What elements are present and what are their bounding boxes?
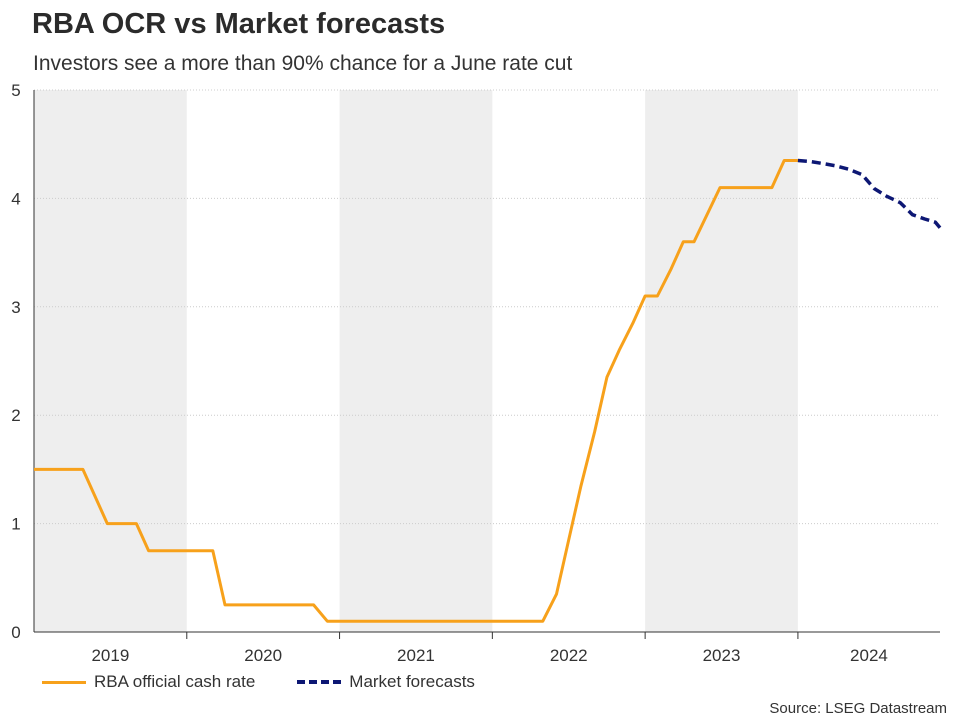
legend: RBA official cash rate Market forecasts [42,672,517,692]
year-shading [34,90,798,632]
x-tick-label-2021: 2021 [397,646,435,665]
shade-2019 [34,90,187,632]
shade-2021 [339,90,493,632]
y-tick-label-4: 4 [11,189,20,208]
chart-title: RBA OCR vs Market forecasts [32,8,446,40]
legend-item-forecast: Market forecasts [297,672,475,692]
x-tick-label-2024: 2024 [850,646,888,665]
shade-2023 [645,90,798,632]
x-tick-labels: 2019 2020 2021 2022 2023 2024 [91,646,887,665]
y-tick-label-3: 3 [11,298,20,317]
chart-subtitle: Investors see a more than 90% chance for… [33,52,573,75]
x-tick-label-2020: 2020 [244,646,282,665]
legend-swatch-forecast [297,680,342,684]
legend-swatch-actual [42,680,86,684]
x-tick-label-2022: 2022 [550,646,588,665]
y-tick-label-0: 0 [11,623,20,642]
legend-label-actual: RBA official cash rate [94,672,256,691]
axes [33,90,940,639]
y-tick-label-1: 1 [11,515,20,534]
x-tick-label-2019: 2019 [91,646,129,665]
legend-item-actual: RBA official cash rate [42,672,255,692]
y-tick-label-5: 5 [11,81,20,100]
series-line-market-forecasts [797,158,942,229]
series-lines [34,158,942,623]
x-tick-label-2023: 2023 [703,646,741,665]
series-line-rba-cash-rate [34,159,798,623]
y-tick-labels: 0 1 2 3 4 5 [11,81,20,642]
y-tick-label-2: 2 [11,406,20,425]
legend-label-forecast: Market forecasts [349,672,475,691]
gridlines [34,89,940,525]
source-note: Source: LSEG Datastream [769,700,947,717]
